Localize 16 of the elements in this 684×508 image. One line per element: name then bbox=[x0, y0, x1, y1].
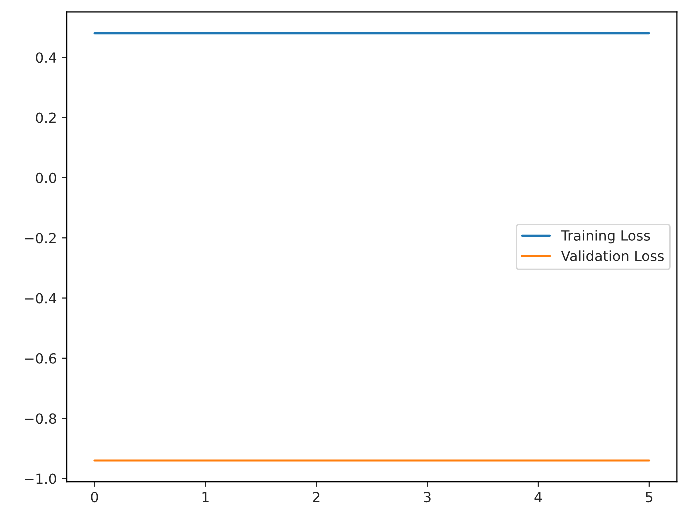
x-tick-label: 2 bbox=[313, 492, 320, 502]
y-tick-label: −0.2 bbox=[25, 233, 56, 244]
x-tick-label: 0 bbox=[91, 492, 98, 503]
y-tick-label: −0.8 bbox=[25, 414, 56, 424]
y-tick-label: −1.0 bbox=[25, 474, 56, 484]
legend-label: Training Loss bbox=[561, 230, 650, 244]
y-tick-label: 0.0 bbox=[36, 172, 56, 184]
x-tick-label: 1 bbox=[202, 492, 209, 502]
y-tick-label: −0.6 bbox=[25, 353, 56, 364]
legend-label: Validation Loss bbox=[561, 250, 664, 262]
y-tick-label: 0.2 bbox=[36, 112, 56, 124]
y-tick-label: −0.4 bbox=[25, 293, 57, 304]
x-tick-label: 4 bbox=[534, 492, 542, 502]
x-tick-label: 3 bbox=[424, 492, 431, 503]
y-tick-label: 0.4 bbox=[36, 52, 57, 64]
x-tick-label: 5 bbox=[646, 492, 653, 503]
